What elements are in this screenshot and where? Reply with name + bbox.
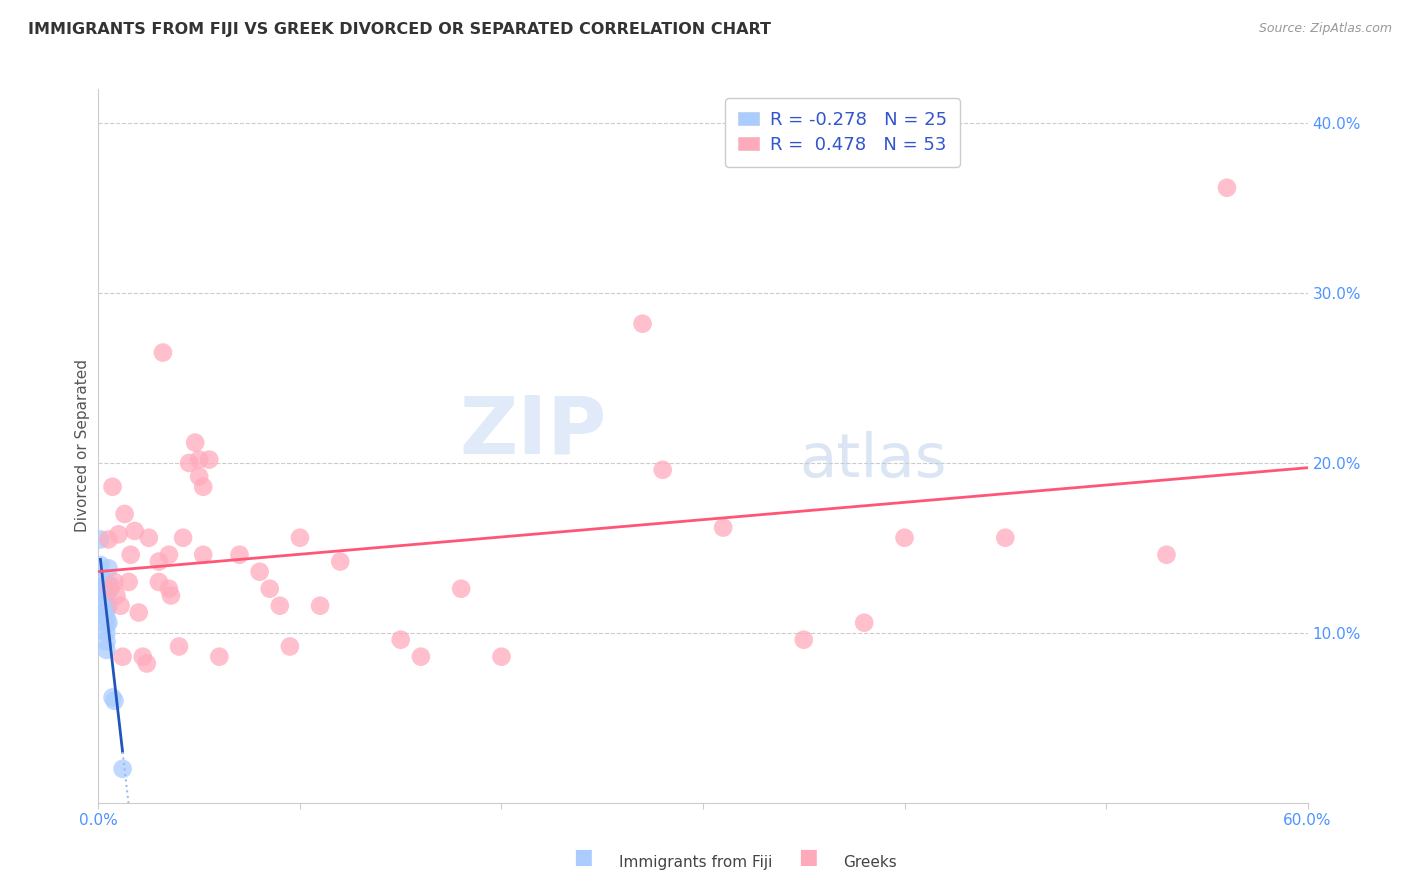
Point <box>651 463 673 477</box>
Point <box>101 480 124 494</box>
Text: Immigrants from Fiji: Immigrants from Fiji <box>619 855 772 870</box>
Point <box>91 589 114 603</box>
Point <box>148 555 170 569</box>
Point <box>101 690 124 705</box>
Point <box>157 582 180 596</box>
Point <box>103 574 125 589</box>
Point <box>259 582 281 596</box>
Point <box>793 632 815 647</box>
Point <box>193 548 215 562</box>
Point <box>188 469 211 483</box>
Text: ■: ■ <box>574 847 593 867</box>
Point <box>309 599 332 613</box>
Point <box>89 533 111 547</box>
Text: ZIP: ZIP <box>458 392 606 471</box>
Point <box>97 599 120 613</box>
Point <box>128 606 150 620</box>
Point <box>853 615 876 630</box>
Point <box>97 533 120 547</box>
Point <box>96 634 118 648</box>
Point <box>184 435 207 450</box>
Text: ■: ■ <box>799 847 818 867</box>
Point <box>93 608 115 623</box>
Point <box>631 317 654 331</box>
Point <box>167 640 190 654</box>
Point <box>193 480 215 494</box>
Point <box>711 520 734 534</box>
Point <box>120 548 142 562</box>
Point <box>100 582 122 596</box>
Point <box>138 531 160 545</box>
Point <box>89 558 111 572</box>
Point <box>118 574 141 589</box>
Y-axis label: Divorced or Separated: Divorced or Separated <box>75 359 90 533</box>
Point <box>97 561 120 575</box>
Point <box>208 649 231 664</box>
Point <box>97 615 120 630</box>
Point <box>893 531 915 545</box>
Text: atlas: atlas <box>800 431 948 490</box>
Point <box>111 762 134 776</box>
Point <box>96 604 118 618</box>
Point <box>93 591 115 606</box>
Point <box>249 565 271 579</box>
Point <box>96 610 118 624</box>
Point <box>179 456 201 470</box>
Point <box>994 531 1017 545</box>
Point <box>450 582 472 596</box>
Point <box>1156 548 1178 562</box>
Point <box>97 578 120 592</box>
Point <box>111 649 134 664</box>
Point <box>491 649 513 664</box>
Point <box>228 548 250 562</box>
Point <box>135 657 157 671</box>
Point <box>96 617 118 632</box>
Point <box>160 589 183 603</box>
Point <box>110 599 132 613</box>
Point <box>103 694 125 708</box>
Point <box>100 578 122 592</box>
Point <box>148 574 170 589</box>
Point <box>132 649 155 664</box>
Point <box>91 572 114 586</box>
Point <box>93 600 115 615</box>
Point <box>1216 180 1239 194</box>
Point <box>409 649 432 664</box>
Text: IMMIGRANTS FROM FIJI VS GREEK DIVORCED OR SEPARATED CORRELATION CHART: IMMIGRANTS FROM FIJI VS GREEK DIVORCED O… <box>28 22 770 37</box>
Point <box>105 589 128 603</box>
Point <box>329 555 352 569</box>
Point <box>107 527 129 541</box>
Point <box>157 548 180 562</box>
Point <box>91 582 114 596</box>
Point <box>96 643 118 657</box>
Point <box>96 626 118 640</box>
Legend: R = -0.278   N = 25, R =  0.478   N = 53: R = -0.278 N = 25, R = 0.478 N = 53 <box>725 98 960 167</box>
Point <box>124 524 146 538</box>
Point <box>269 599 291 613</box>
Text: Greeks: Greeks <box>844 855 897 870</box>
Point <box>278 640 301 654</box>
Point <box>96 589 118 603</box>
Point <box>93 578 115 592</box>
Text: Source: ZipAtlas.com: Source: ZipAtlas.com <box>1258 22 1392 36</box>
Point <box>389 632 412 647</box>
Point <box>114 507 136 521</box>
Point <box>172 531 194 545</box>
Point <box>188 452 211 467</box>
Point <box>152 345 174 359</box>
Point <box>198 452 221 467</box>
Point <box>96 597 118 611</box>
Point <box>288 531 311 545</box>
